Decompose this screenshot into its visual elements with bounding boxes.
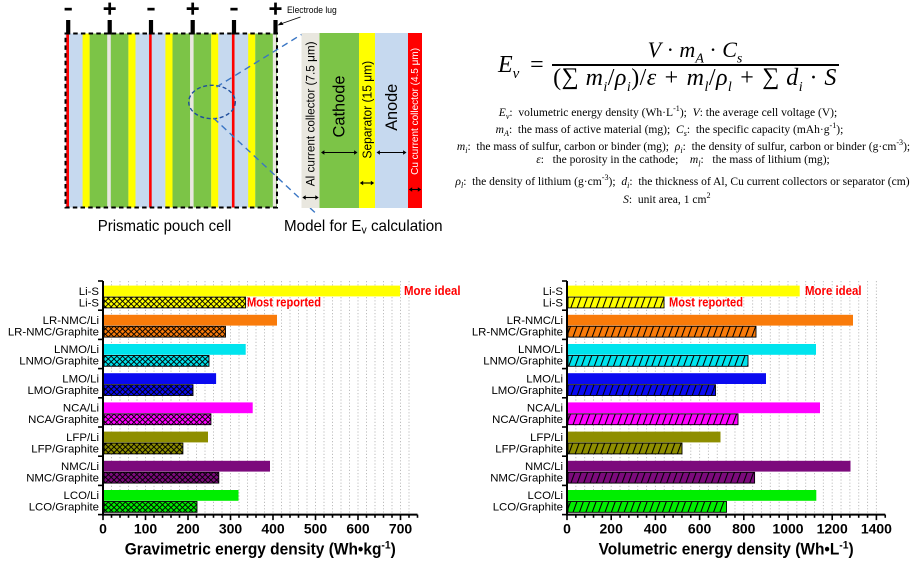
svg-text:LFP/Graphite: LFP/Graphite bbox=[31, 443, 99, 455]
svg-text:LFP/Li: LFP/Li bbox=[530, 432, 563, 444]
svg-text:200: 200 bbox=[176, 521, 200, 537]
svg-text:LR-NMC/Li: LR-NMC/Li bbox=[43, 315, 99, 327]
svg-text:LNMO/Li: LNMO/Li bbox=[518, 344, 563, 356]
svg-text:NCA/Graphite: NCA/Graphite bbox=[28, 414, 99, 426]
svg-text:0: 0 bbox=[99, 521, 107, 537]
svg-text:Gravimetric energy density (Wh: Gravimetric energy density (Wh•kg-1) bbox=[125, 540, 396, 559]
svg-text:1000: 1000 bbox=[772, 521, 803, 537]
svg-text:NMC/Graphite: NMC/Graphite bbox=[490, 473, 563, 485]
svg-text:200: 200 bbox=[600, 521, 624, 537]
svg-text:Most reported: Most reported bbox=[669, 295, 743, 309]
svg-text:400: 400 bbox=[644, 521, 668, 537]
svg-text:600: 600 bbox=[688, 521, 712, 537]
svg-text:Li-S: Li-S bbox=[543, 286, 564, 298]
svg-text:Separator (15 μm): Separator (15 μm) bbox=[360, 61, 374, 159]
svg-text:NCA/Li: NCA/Li bbox=[63, 403, 99, 415]
svg-text:NMC/Li: NMC/Li bbox=[61, 461, 99, 473]
svg-text:Electrode lug: Electrode lug bbox=[287, 5, 337, 15]
svg-text:NMC/Graphite: NMC/Graphite bbox=[26, 473, 99, 485]
svg-text:NCA/Graphite: NCA/Graphite bbox=[492, 414, 563, 426]
svg-text:Model for Ev calculation: Model for Ev calculation bbox=[284, 218, 443, 237]
svg-text:LNMO/Graphite: LNMO/Graphite bbox=[19, 356, 99, 368]
svg-text:100: 100 bbox=[134, 521, 158, 537]
svg-text:Li-S: Li-S bbox=[79, 286, 100, 298]
svg-text:NMC/Li: NMC/Li bbox=[525, 461, 563, 473]
svg-text:LCO/Graphite: LCO/Graphite bbox=[29, 502, 99, 514]
svg-text:600: 600 bbox=[346, 521, 370, 537]
svg-text:700: 700 bbox=[389, 521, 413, 537]
svg-text:Cathode: Cathode bbox=[329, 76, 348, 138]
svg-text:0: 0 bbox=[563, 521, 571, 537]
svg-text:LCO/Graphite: LCO/Graphite bbox=[493, 502, 563, 514]
svg-text:LNMO/Graphite: LNMO/Graphite bbox=[483, 356, 563, 368]
svg-text:More ideal: More ideal bbox=[404, 284, 461, 298]
svg-text:LR-NMC/Li: LR-NMC/Li bbox=[507, 315, 563, 327]
svg-text:400: 400 bbox=[261, 521, 285, 537]
svg-text:Li-S: Li-S bbox=[543, 297, 564, 309]
svg-text:LCO/Li: LCO/Li bbox=[528, 490, 563, 502]
svg-text:Anode: Anode bbox=[382, 84, 401, 131]
svg-text:LR-NMC/Graphite: LR-NMC/Graphite bbox=[8, 327, 99, 339]
svg-text:800: 800 bbox=[732, 521, 756, 537]
svg-text:LCO/Li: LCO/Li bbox=[64, 490, 99, 502]
svg-text:500: 500 bbox=[304, 521, 328, 537]
svg-text:Al current collector (7.5 μm): Al current collector (7.5 μm) bbox=[306, 41, 318, 186]
svg-text:LR-NMC/Graphite: LR-NMC/Graphite bbox=[472, 327, 563, 339]
svg-text:Most reported: Most reported bbox=[247, 295, 321, 309]
svg-text:1200: 1200 bbox=[817, 521, 848, 537]
svg-text:LMO/Li: LMO/Li bbox=[526, 373, 563, 385]
svg-text:LFP/Graphite: LFP/Graphite bbox=[495, 443, 563, 455]
svg-text:LMO/Li: LMO/Li bbox=[62, 373, 99, 385]
svg-text:More ideal: More ideal bbox=[805, 284, 862, 298]
svg-text:Li-S: Li-S bbox=[79, 297, 100, 309]
svg-text:Volumetric energy density (Wh•: Volumetric energy density (Wh•L-1) bbox=[599, 540, 854, 559]
svg-text:300: 300 bbox=[219, 521, 243, 537]
svg-text:Prismatic pouch cell: Prismatic pouch cell bbox=[98, 218, 232, 235]
svg-text:LFP/Li: LFP/Li bbox=[66, 432, 99, 444]
svg-text:Cu current collector (4.5 μm): Cu current collector (4.5 μm) bbox=[410, 48, 421, 175]
svg-text:LMO/Graphite: LMO/Graphite bbox=[27, 385, 99, 397]
svg-text:LMO/Graphite: LMO/Graphite bbox=[491, 385, 563, 397]
svg-text:1400: 1400 bbox=[861, 521, 892, 537]
svg-text:NCA/Li: NCA/Li bbox=[527, 403, 563, 415]
svg-text:LNMO/Li: LNMO/Li bbox=[54, 344, 99, 356]
